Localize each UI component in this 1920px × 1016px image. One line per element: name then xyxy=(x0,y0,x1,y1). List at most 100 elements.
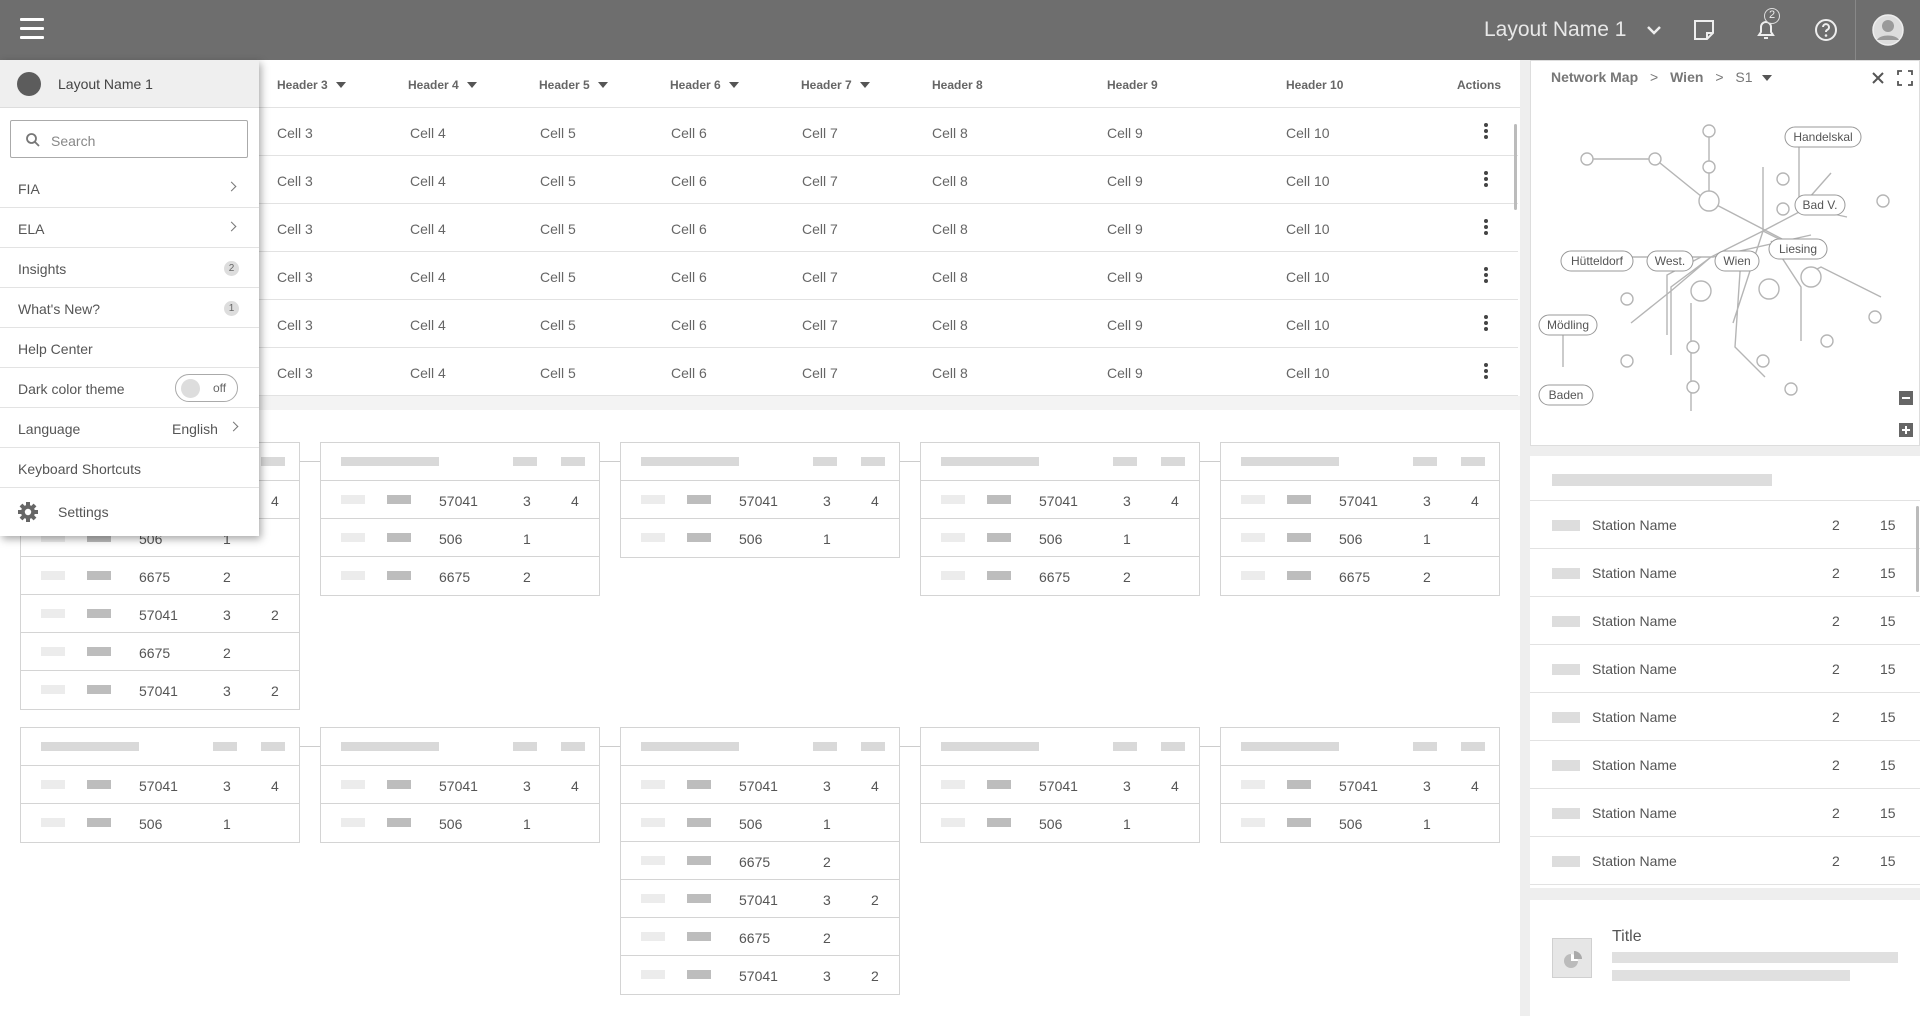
station-row[interactable]: Station Name 2 15 xyxy=(1530,789,1920,837)
group-card-row[interactable]: 57041 3 4 xyxy=(21,766,299,804)
fullscreen-icon[interactable] xyxy=(1897,70,1913,86)
row-actions-icon[interactable] xyxy=(1484,267,1488,283)
row-actions-icon[interactable] xyxy=(1484,315,1488,331)
group-card-row[interactable]: 57041 3 2 xyxy=(621,956,899,994)
chevron-down-icon[interactable] xyxy=(1762,75,1773,81)
row-actions-icon[interactable] xyxy=(1484,171,1488,187)
menu-layout-header[interactable]: Layout Name 1 xyxy=(0,60,259,108)
note-icon[interactable] xyxy=(1690,16,1718,44)
group-card-row[interactable]: 57041 3 4 xyxy=(921,481,1199,519)
group-card[interactable]: 57041 3 4 506 1 6675 2 xyxy=(920,442,1200,596)
group-card-row[interactable]: 506 1 xyxy=(21,804,299,842)
group-card[interactable]: 57041 3 4 506 1 6675 2 xyxy=(320,442,600,596)
zoom-out-icon[interactable] xyxy=(1899,391,1913,405)
menu-item-keyboard-shortcuts[interactable]: Keyboard Shortcuts xyxy=(0,448,259,488)
group-card-row[interactable]: 6675 2 xyxy=(621,918,899,956)
group-card[interactable]: 57041 3 4 506 1 xyxy=(320,727,600,843)
group-card-row[interactable]: 57041 3 4 xyxy=(1221,766,1499,804)
breadcrumb-network-map[interactable]: Network Map xyxy=(1551,69,1639,85)
group-card-row[interactable]: 57041 3 4 xyxy=(621,481,899,519)
chevron-down-icon[interactable] xyxy=(1640,16,1668,44)
header-6[interactable]: Header 6 xyxy=(670,78,739,92)
group-card-row[interactable]: 57041 3 4 xyxy=(921,766,1199,804)
row-actions-icon[interactable] xyxy=(1484,363,1488,379)
grid-scrollbar[interactable] xyxy=(1514,124,1517,210)
group-card-row[interactable]: 506 1 xyxy=(1221,519,1499,557)
menu-item-ela[interactable]: ELA xyxy=(0,208,259,248)
group-card-row[interactable]: 57041 3 4 xyxy=(1221,481,1499,519)
hamburger-menu-icon[interactable] xyxy=(20,18,44,40)
row-actions-icon[interactable] xyxy=(1484,123,1488,139)
avatar[interactable] xyxy=(1872,14,1904,46)
table-row[interactable]: Cell 3 Cell 4 Cell 5 Cell 6 Cell 7 Cell 8 Cell… xyxy=(0,252,1518,300)
group-card[interactable]: 57041 3 4 506 1 6675 2 57041 3 2 6675 2 57041 3 2 xyxy=(620,727,900,995)
station-row[interactable]: Station Name 2 15 xyxy=(1530,597,1920,645)
search-input[interactable]: Search xyxy=(10,120,248,158)
group-card[interactable]: 57041 3 4 506 1 xyxy=(920,727,1200,843)
group-card[interactable]: 57041 3 4 506 1 xyxy=(1220,727,1500,843)
station-row[interactable]: Station Name 2 15 xyxy=(1530,549,1920,597)
station-row[interactable]: Station Name 2 15 xyxy=(1530,837,1920,885)
menu-item-language[interactable]: Language English xyxy=(0,408,259,448)
menu-item-help-center[interactable]: Help Center xyxy=(0,328,259,368)
card-connector xyxy=(600,746,620,747)
header-3[interactable]: Header 3 xyxy=(277,78,346,92)
group-card-value: 57041 xyxy=(439,493,478,509)
group-card-row[interactable]: 6675 2 xyxy=(21,557,299,595)
group-card-value: 506 xyxy=(1039,816,1063,832)
network-map[interactable]: Network Map > Wien > S1 H xyxy=(1530,60,1920,446)
station-row[interactable]: Station Name 2 15 xyxy=(1530,501,1920,549)
header-8[interactable]: Header 8 xyxy=(932,78,983,92)
group-card-row[interactable]: 506 1 xyxy=(621,804,899,842)
dark-theme-toggle[interactable]: off xyxy=(175,374,238,402)
help-icon[interactable] xyxy=(1812,16,1840,44)
table-row[interactable]: Cell 3 Cell 4 Cell 5 Cell 6 Cell 7 Cell 8 Cell… xyxy=(0,300,1518,348)
group-card-row[interactable]: 57041 3 2 xyxy=(21,595,299,633)
breadcrumb-wien[interactable]: Wien xyxy=(1670,69,1704,85)
menu-item-settings[interactable]: Settings xyxy=(0,488,259,536)
group-card-row[interactable]: 6675 2 xyxy=(21,633,299,671)
station-row[interactable]: Station Name 2 15 xyxy=(1530,741,1920,789)
header-10[interactable]: Header 10 xyxy=(1286,78,1344,92)
group-card[interactable]: 57041 3 4 506 1 xyxy=(620,442,900,558)
header-4[interactable]: Header 4 xyxy=(408,78,477,92)
table-cell: Cell 7 xyxy=(802,125,838,141)
breadcrumb-s1[interactable]: S1 xyxy=(1735,69,1753,85)
group-card-row[interactable]: 6675 2 xyxy=(321,557,599,595)
header-9[interactable]: Header 9 xyxy=(1107,78,1158,92)
group-card-row[interactable]: 57041 3 4 xyxy=(321,766,599,804)
table-row[interactable]: Cell 3 Cell 4 Cell 5 Cell 6 Cell 7 Cell 8 Cell… xyxy=(0,108,1518,156)
station-name: Station Name xyxy=(1592,613,1677,629)
group-card-row[interactable]: 506 1 xyxy=(621,519,899,557)
group-card-row[interactable]: 506 1 xyxy=(321,804,599,842)
group-card-row[interactable]: 57041 3 4 xyxy=(321,481,599,519)
group-card-row[interactable]: 6675 2 xyxy=(621,842,899,880)
header-5[interactable]: Header 5 xyxy=(539,78,608,92)
group-card[interactable]: 57041 3 4 506 1 xyxy=(20,727,300,843)
station-row[interactable]: Station Name 2 15 xyxy=(1530,693,1920,741)
menu-item-insights[interactable]: Insights 2 xyxy=(0,248,259,288)
table-row[interactable]: Cell 3 Cell 4 Cell 5 Cell 6 Cell 7 Cell 8 Cell… xyxy=(0,156,1518,204)
header-7[interactable]: Header 7 xyxy=(801,78,870,92)
group-card[interactable]: 57041 3 4 506 1 6675 2 xyxy=(1220,442,1500,596)
group-card-row[interactable]: 57041 3 2 xyxy=(21,671,299,709)
group-card-value: 4 xyxy=(271,493,279,509)
group-card-row[interactable]: 506 1 xyxy=(921,519,1199,557)
group-card-row[interactable]: 506 1 xyxy=(1221,804,1499,842)
zoom-in-icon[interactable] xyxy=(1899,423,1913,437)
table-row[interactable]: Cell 3 Cell 4 Cell 5 Cell 6 Cell 7 Cell 8 Cell… xyxy=(0,204,1518,252)
station-list-scrollbar[interactable] xyxy=(1916,506,1919,592)
table-row[interactable]: Cell 3 Cell 4 Cell 5 Cell 6 Cell 7 Cell 8 Cell… xyxy=(0,348,1518,396)
group-card-row[interactable]: 6675 2 xyxy=(1221,557,1499,595)
menu-item-whats-new[interactable]: What's New? 1 xyxy=(0,288,259,328)
group-card-row[interactable]: 57041 3 4 xyxy=(621,766,899,804)
group-card-row[interactable]: 506 1 xyxy=(321,519,599,557)
close-icon[interactable] xyxy=(1871,71,1885,85)
group-card-row[interactable]: 6675 2 xyxy=(921,557,1199,595)
station-row[interactable]: Station Name 2 15 xyxy=(1530,645,1920,693)
layout-name-selector[interactable]: Layout Name 1 xyxy=(1484,18,1626,42)
group-card-row[interactable]: 57041 3 2 xyxy=(621,880,899,918)
row-actions-icon[interactable] xyxy=(1484,219,1488,235)
menu-item-fia[interactable]: FIA xyxy=(0,168,259,208)
group-card-row[interactable]: 506 1 xyxy=(921,804,1199,842)
